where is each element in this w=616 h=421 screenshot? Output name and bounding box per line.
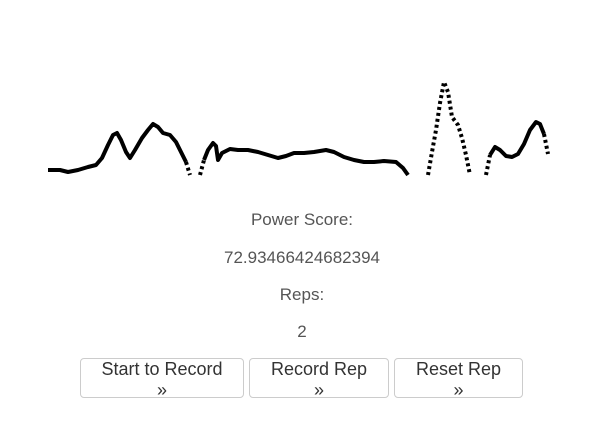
power-score-label: Power Score: — [250, 210, 354, 229]
waveform-segment — [198, 159, 206, 176]
button-group: Start to Record » Record Rep » Reset Rep… — [80, 358, 523, 400]
waveform-segment — [484, 154, 492, 176]
waveform-segment — [184, 161, 192, 176]
reset-rep-button[interactable]: Reset Rep » — [394, 358, 523, 400]
power-score-value: 72.93466424682394 — [224, 248, 380, 267]
reps-label: Reps: — [279, 285, 325, 304]
record-rep-button[interactable]: Record Rep » — [249, 358, 389, 400]
waveform-segment — [488, 120, 546, 159]
waveform-segment — [48, 122, 188, 174]
start-to-record-button[interactable]: Start to Record » — [80, 358, 244, 400]
waveform-canvas — [48, 80, 550, 177]
waveform-segment — [202, 141, 410, 177]
waveform-segment — [426, 80, 472, 176]
waveform-segment — [542, 133, 550, 155]
reps-value: 2 — [297, 322, 307, 341]
